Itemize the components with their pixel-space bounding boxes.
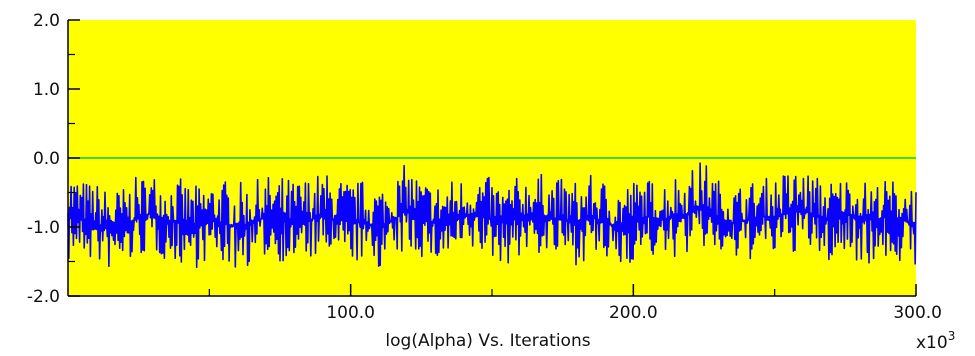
y-tick-label: 2.0 [33,11,60,31]
y-tick-label: 1.0 [33,80,60,100]
y-tick-label: -1.0 [27,218,60,238]
x-tick-labels: 100.0 200.0 300.0 [326,303,942,323]
x-axis-multiplier: x103 [916,329,955,353]
x-tick-label: 300.0 [893,303,942,323]
x-tick-label: 200.0 [609,303,658,323]
axes-layer [67,19,917,297]
x-multiplier-exponent: 3 [948,329,956,343]
x-multiplier-base: x10 [916,333,948,353]
y-tick-label: 0.0 [33,149,60,169]
y-tick-label: -2.0 [27,287,60,307]
series-line [67,162,917,269]
y-tick-labels: 2.0 1.0 0.0 -1.0 -2.0 [27,11,60,307]
x-tick-label: 100.0 [326,303,375,323]
x-axis-label: log(Alpha) Vs. Iterations [385,331,590,351]
series-layer [67,162,917,269]
